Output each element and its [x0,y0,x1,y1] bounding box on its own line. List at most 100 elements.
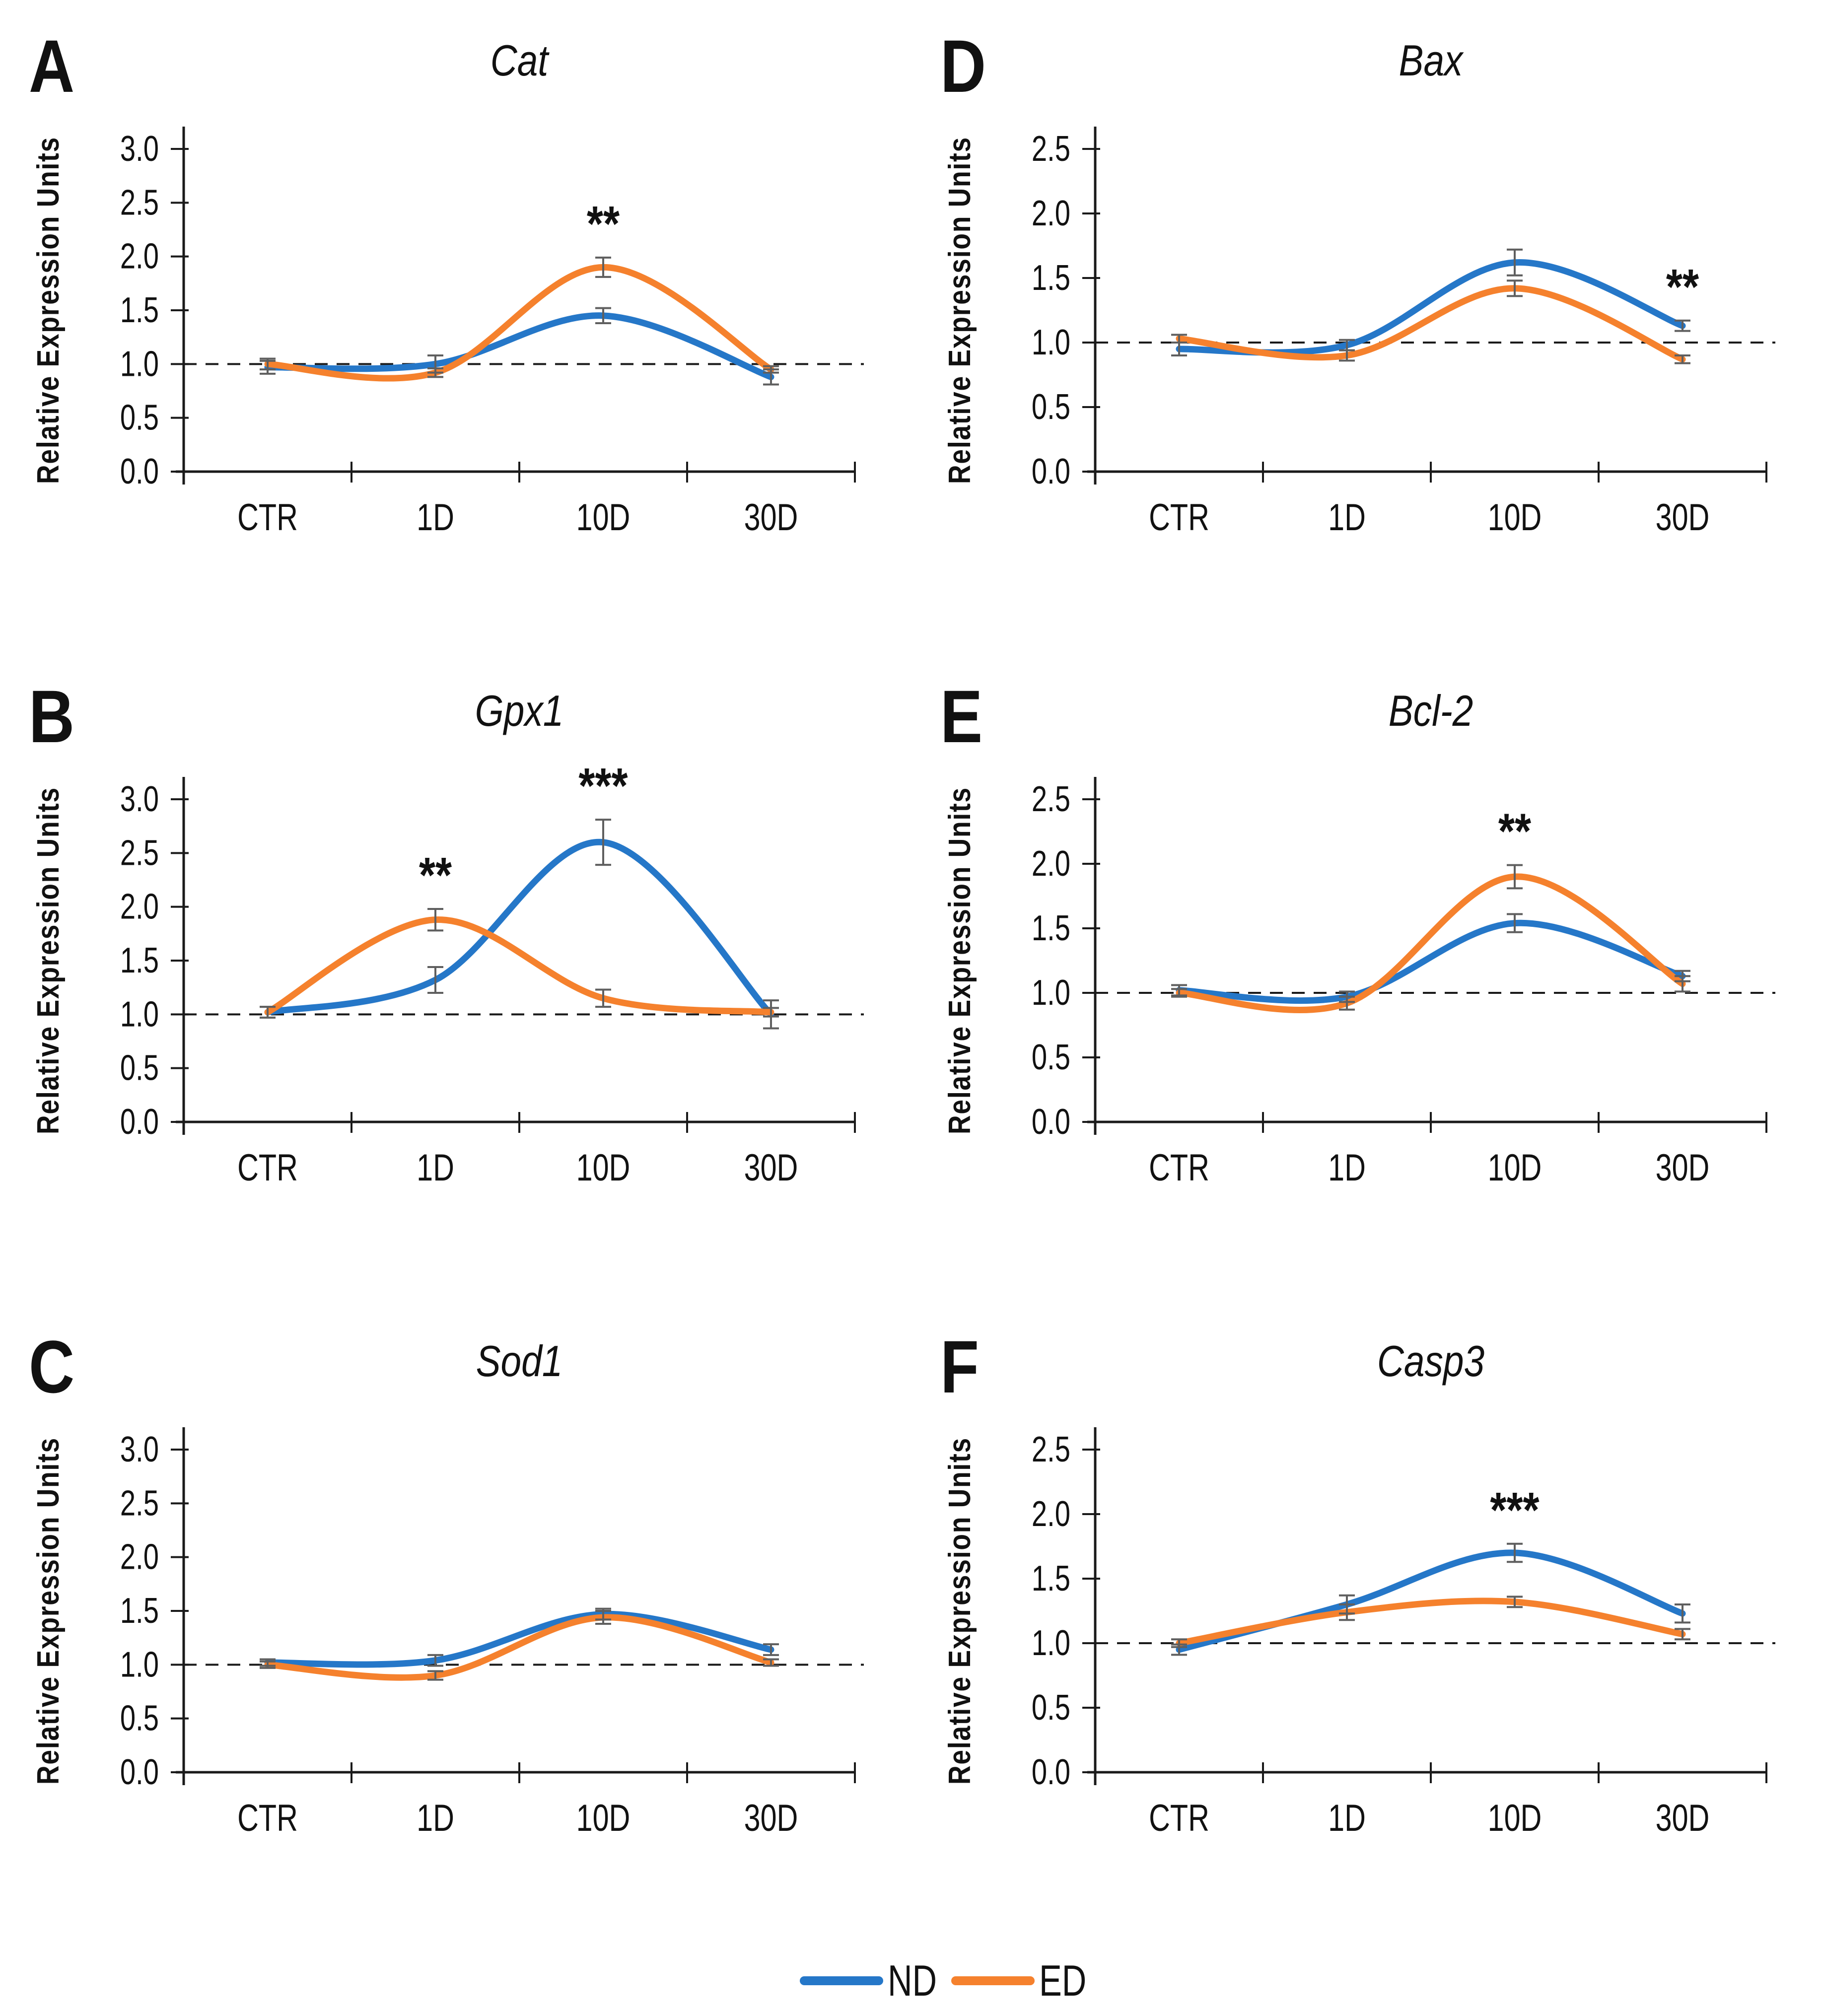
x-tick-label: 10D [1488,1797,1542,1839]
y-tick-label: 2.5 [1032,779,1070,819]
y-tick-label: 1.5 [1032,908,1070,948]
panel-title: Cat [491,36,550,85]
y-tick-label: 2.5 [1032,1430,1070,1469]
x-tick-label: 1D [417,1147,454,1189]
y-tick-label: 1.5 [120,1591,159,1631]
y-tick-label: 1.0 [1032,1623,1070,1663]
y-tick-label: 1.5 [120,941,159,980]
panel-B: B Gpx1 0.0 0.5 1.0 1.5 2.0 2.5 3.0 CTR 1D 10D 30D ** *… [0,650,912,1301]
y-tick-label: 1.0 [120,344,159,384]
y-tick-label: 0.5 [120,1048,159,1088]
y-axis-title: Relative Expression Units [31,137,66,484]
panel-title: Sod1 [476,1336,563,1386]
y-tick-label: 0.0 [1032,452,1070,491]
y-tick-label: 0.5 [1032,1038,1070,1077]
y-axis-title: Relative Expression Units [31,787,66,1134]
x-tick-label: CTR [1149,1147,1209,1189]
nd-legend-label: ND [888,1956,937,2005]
panel-title: Casp3 [1377,1336,1484,1386]
x-tick-label: 30D [1656,1147,1710,1189]
x-tick-label: 30D [744,1147,798,1189]
panel-label: D [940,24,986,108]
x-tick-label: 1D [1328,1797,1366,1839]
x-tick-label: CTR [1149,1797,1209,1839]
significance-label: ** [1498,804,1531,859]
x-tick-label: 10D [576,1147,631,1189]
panel-label: E [940,675,982,758]
y-tick-label: 1.0 [120,1645,159,1684]
panel-d-chart: D Bax 0.0 0.5 1.0 1.5 2.0 2.5 CTR 1D 10D 30D ** Relat… [940,24,1775,539]
ed-curve [1176,1598,1686,1647]
panel-title: Gpx1 [475,686,564,735]
nd-curve [264,1610,774,1668]
y-tick-label: 1.5 [1032,1559,1070,1599]
x-tick-label: CTR [1149,496,1209,539]
x-tick-label: 10D [1488,496,1542,539]
y-axis-title: Relative Expression Units [943,137,977,484]
x-tick-label: CTR [237,1147,298,1189]
y-axis-title: Relative Expression Units [943,1437,977,1785]
panel-a-chart: A Cat 0.0 0.5 1.0 1.5 2.0 2.5 3.0 CTR 1D 10D 30D ** Re… [29,24,864,539]
x-tick-label: CTR [237,496,298,539]
x-tick-label: 1D [1328,1147,1366,1189]
y-tick-label: 2.0 [120,237,159,277]
x-tick-label: 10D [1488,1147,1542,1189]
y-tick-label: 2.0 [120,887,159,927]
panel-c-chart: C Sod1 0.0 0.5 1.0 1.5 2.0 2.5 3.0 CTR 1D 10D 30D Rel… [29,1325,864,1839]
panel-D: D Bax 0.0 0.5 1.0 1.5 2.0 2.5 CTR 1D 10D 30D ** Relat… [912,0,1823,650]
y-tick-label: 1.0 [1032,973,1070,1013]
x-tick-label: 1D [417,1797,454,1839]
nd-curve [1176,259,1686,356]
x-tick-label: 30D [1656,1797,1710,1839]
ed-curve [264,264,774,382]
y-tick-label: 0.0 [1032,1752,1070,1792]
panel-E: E Bcl-2 0.0 0.5 1.0 1.5 2.0 2.5 CTR 1D 10D 30D ** Rel… [912,650,1823,1301]
y-tick-label: 1.0 [120,994,159,1034]
y-tick-label: 2.0 [1032,1494,1070,1534]
ed-curve [264,916,774,1016]
y-tick-label: 0.0 [120,1752,159,1792]
ed-curve [1176,873,1686,1013]
y-tick-label: 1.0 [1032,323,1070,362]
panel-label: A [29,24,74,108]
panel-title: Bcl-2 [1389,686,1473,735]
panel-label: F [940,1325,979,1408]
significance-label: *** [578,758,628,814]
y-tick-label: 0.5 [120,1699,159,1738]
y-tick-label: 2.5 [120,833,159,873]
y-tick-label: 3.0 [120,129,159,169]
y-tick-label: 0.0 [120,452,159,491]
nd-curve [264,839,774,1018]
panel-e-chart: E Bcl-2 0.0 0.5 1.0 1.5 2.0 2.5 CTR 1D 10D 30D ** Rel… [940,675,1775,1189]
nd-curve [264,312,774,380]
y-tick-label: 3.0 [120,1430,159,1469]
x-tick-label: 30D [1656,496,1710,539]
y-axis-title: Relative Expression Units [943,787,977,1134]
x-tick-label: CTR [237,1797,298,1839]
panel-A: A Cat 0.0 0.5 1.0 1.5 2.0 2.5 3.0 CTR 1D 10D 30D ** Re… [0,0,912,650]
y-tick-label: 0.5 [1032,1688,1070,1728]
significance-label: ** [1666,259,1699,315]
nd-curve [1176,919,1686,1004]
x-tick-label: 1D [1328,496,1366,539]
panel-title: Bax [1399,36,1464,85]
y-tick-label: 2.5 [1032,129,1070,169]
panels-grid: A Cat 0.0 0.5 1.0 1.5 2.0 2.5 3.0 CTR 1D 10D 30D ** Re… [0,0,1823,1951]
panel-f-chart: F Casp3 0.0 0.5 1.0 1.5 2.0 2.5 CTR 1D 10D 30D *** Re… [940,1325,1775,1839]
y-tick-label: 0.5 [120,398,159,438]
ed-curve [1176,285,1686,363]
panel-C: C Sod1 0.0 0.5 1.0 1.5 2.0 2.5 3.0 CTR 1D 10D 30D Rel… [0,1301,912,1951]
significance-label: ** [419,847,452,903]
x-tick-label: 10D [576,1797,631,1839]
x-tick-label: 30D [744,1797,798,1839]
y-tick-label: 1.5 [120,290,159,330]
panel-F: F Casp3 0.0 0.5 1.0 1.5 2.0 2.5 CTR 1D 10D 30D *** Re… [912,1301,1823,1951]
y-tick-label: 2.0 [120,1537,159,1577]
y-tick-label: 2.5 [120,183,159,222]
y-tick-label: 2.0 [1032,844,1070,884]
y-tick-label: 0.5 [1032,387,1070,427]
x-tick-label: 10D [576,496,631,539]
y-tick-label: 2.5 [120,1483,159,1523]
